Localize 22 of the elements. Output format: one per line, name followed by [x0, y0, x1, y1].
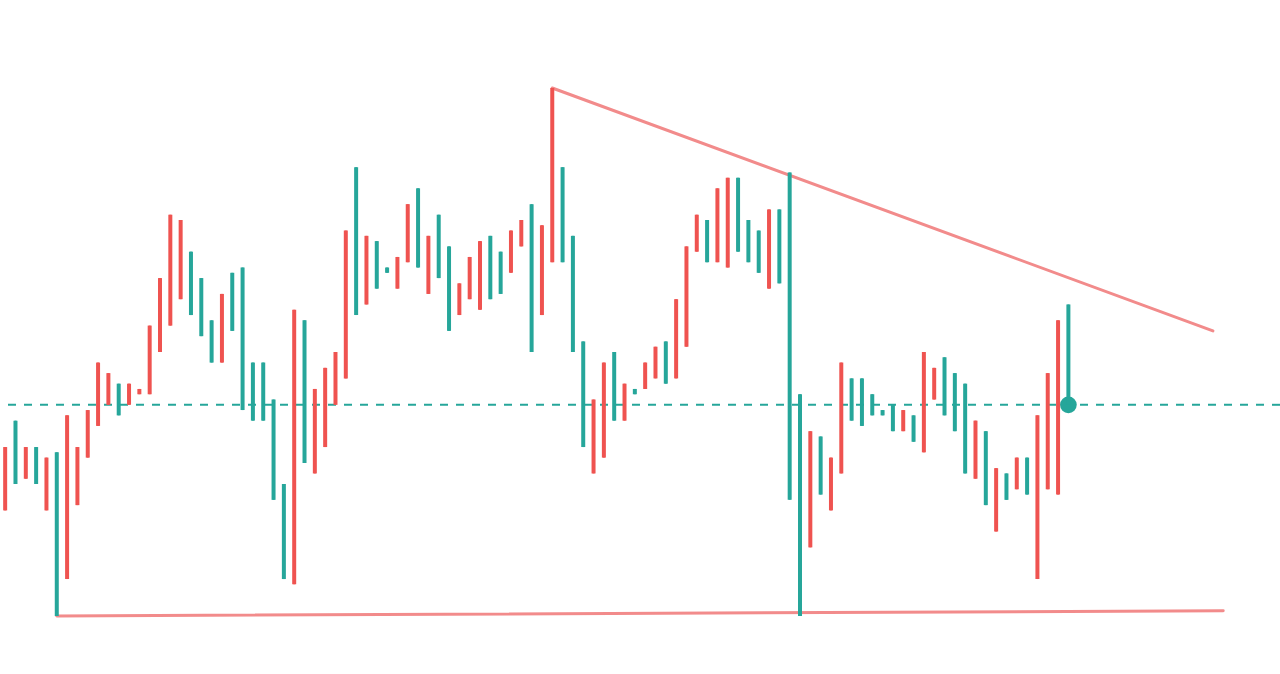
candlestick [374, 240, 379, 290]
candlestick [209, 319, 214, 364]
candlestick [498, 250, 503, 295]
candlestick [705, 219, 710, 264]
candlestick [1004, 472, 1009, 501]
candlestick [1025, 456, 1030, 496]
candlestick [622, 382, 627, 422]
candlestick [395, 255, 400, 290]
candlestick [932, 366, 937, 401]
candlestick [106, 372, 111, 406]
candlestick [663, 340, 668, 385]
candlestick [85, 409, 90, 459]
candlestick [643, 361, 648, 390]
candlestick [911, 414, 916, 443]
candlestick [756, 229, 761, 274]
candlestick [508, 229, 513, 274]
candlestick [519, 219, 524, 248]
candlestick [457, 282, 462, 317]
candlestick [34, 446, 39, 485]
candlestick [23, 446, 28, 480]
candlestick [746, 219, 751, 264]
candlestick [694, 213, 699, 253]
